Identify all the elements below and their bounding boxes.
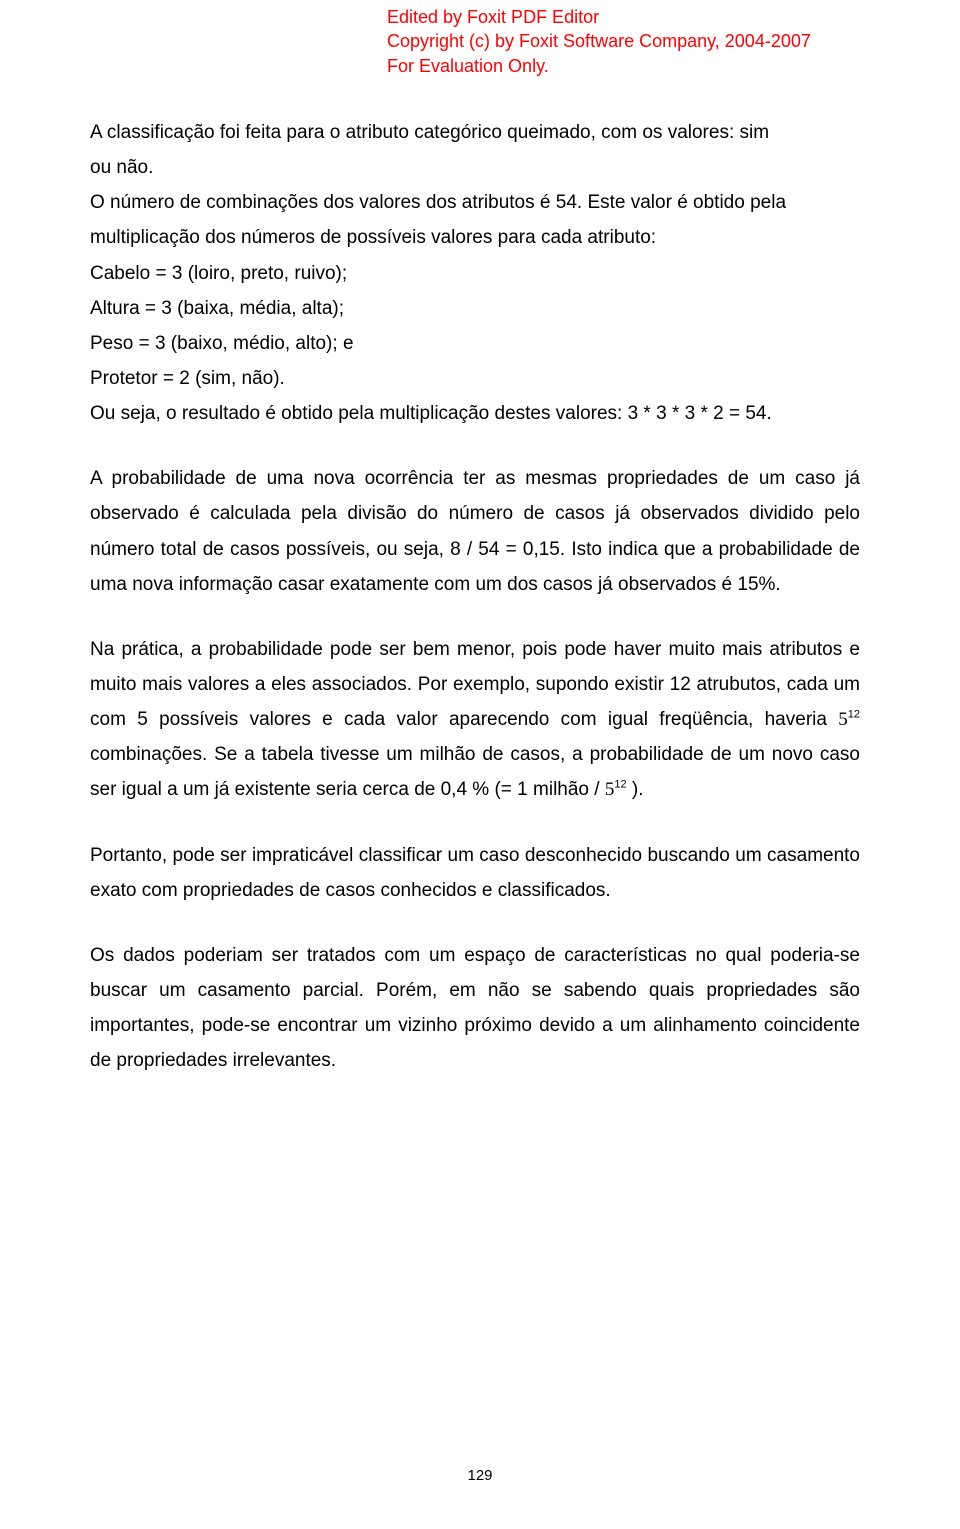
- p1-line1: A classificação foi feita para o atribut…: [90, 115, 860, 150]
- page-number: 129: [0, 1467, 960, 1484]
- p5-text: Os dados poderiam ser tratados com um es…: [90, 945, 860, 1071]
- paragraph-3: Na prática, a probabilidade pode ser bem…: [90, 632, 860, 808]
- document-content: A classificação foi feita para o atribut…: [90, 115, 860, 1108]
- math-base-2: 5: [605, 779, 615, 800]
- p1-line7: Peso = 3 (baixo, médio, alto); e: [90, 326, 860, 361]
- p3-text-2: combinações. Se a tabela tivesse um milh…: [90, 744, 860, 800]
- paragraph-1: A classificação foi feita para o atribut…: [90, 115, 860, 431]
- p3-text-1: Na prática, a probabilidade pode ser bem…: [90, 639, 860, 730]
- p1-line8: Protetor = 2 (sim, não).: [90, 361, 860, 396]
- p1-line4: multiplicação dos números de possíveis v…: [90, 220, 860, 255]
- math-expression-1: 512: [838, 709, 860, 730]
- p2-text: A probabilidade de uma nova ocorrência t…: [90, 468, 860, 594]
- p1-line2: ou não.: [90, 150, 860, 185]
- p1-line9: Ou seja, o resultado é obtido pela multi…: [90, 396, 860, 431]
- math-base-1: 5: [838, 709, 848, 730]
- math-exponent-1: 12: [848, 709, 860, 721]
- watermark-line-3: For Evaluation Only.: [387, 54, 811, 78]
- p1-line6: Altura = 3 (baixa, média, alta);: [90, 291, 860, 326]
- watermark-notice: Edited by Foxit PDF Editor Copyright (c)…: [387, 5, 811, 78]
- paragraph-2: A probabilidade de uma nova ocorrência t…: [90, 461, 860, 602]
- p1-line5: Cabelo = 3 (loiro, preto, ruivo);: [90, 256, 860, 291]
- p3-text-3: ).: [627, 779, 644, 800]
- p4-text: Portanto, pode ser impraticável classifi…: [90, 845, 860, 901]
- math-exponent-2: 12: [614, 779, 626, 791]
- watermark-line-2: Copyright (c) by Foxit Software Company,…: [387, 29, 811, 53]
- math-expression-2: 512: [605, 779, 627, 800]
- p1-line3: O número de combinações dos valores dos …: [90, 185, 860, 220]
- watermark-line-1: Edited by Foxit PDF Editor: [387, 5, 811, 29]
- paragraph-4: Portanto, pode ser impraticável classifi…: [90, 838, 860, 908]
- paragraph-5: Os dados poderiam ser tratados com um es…: [90, 938, 860, 1079]
